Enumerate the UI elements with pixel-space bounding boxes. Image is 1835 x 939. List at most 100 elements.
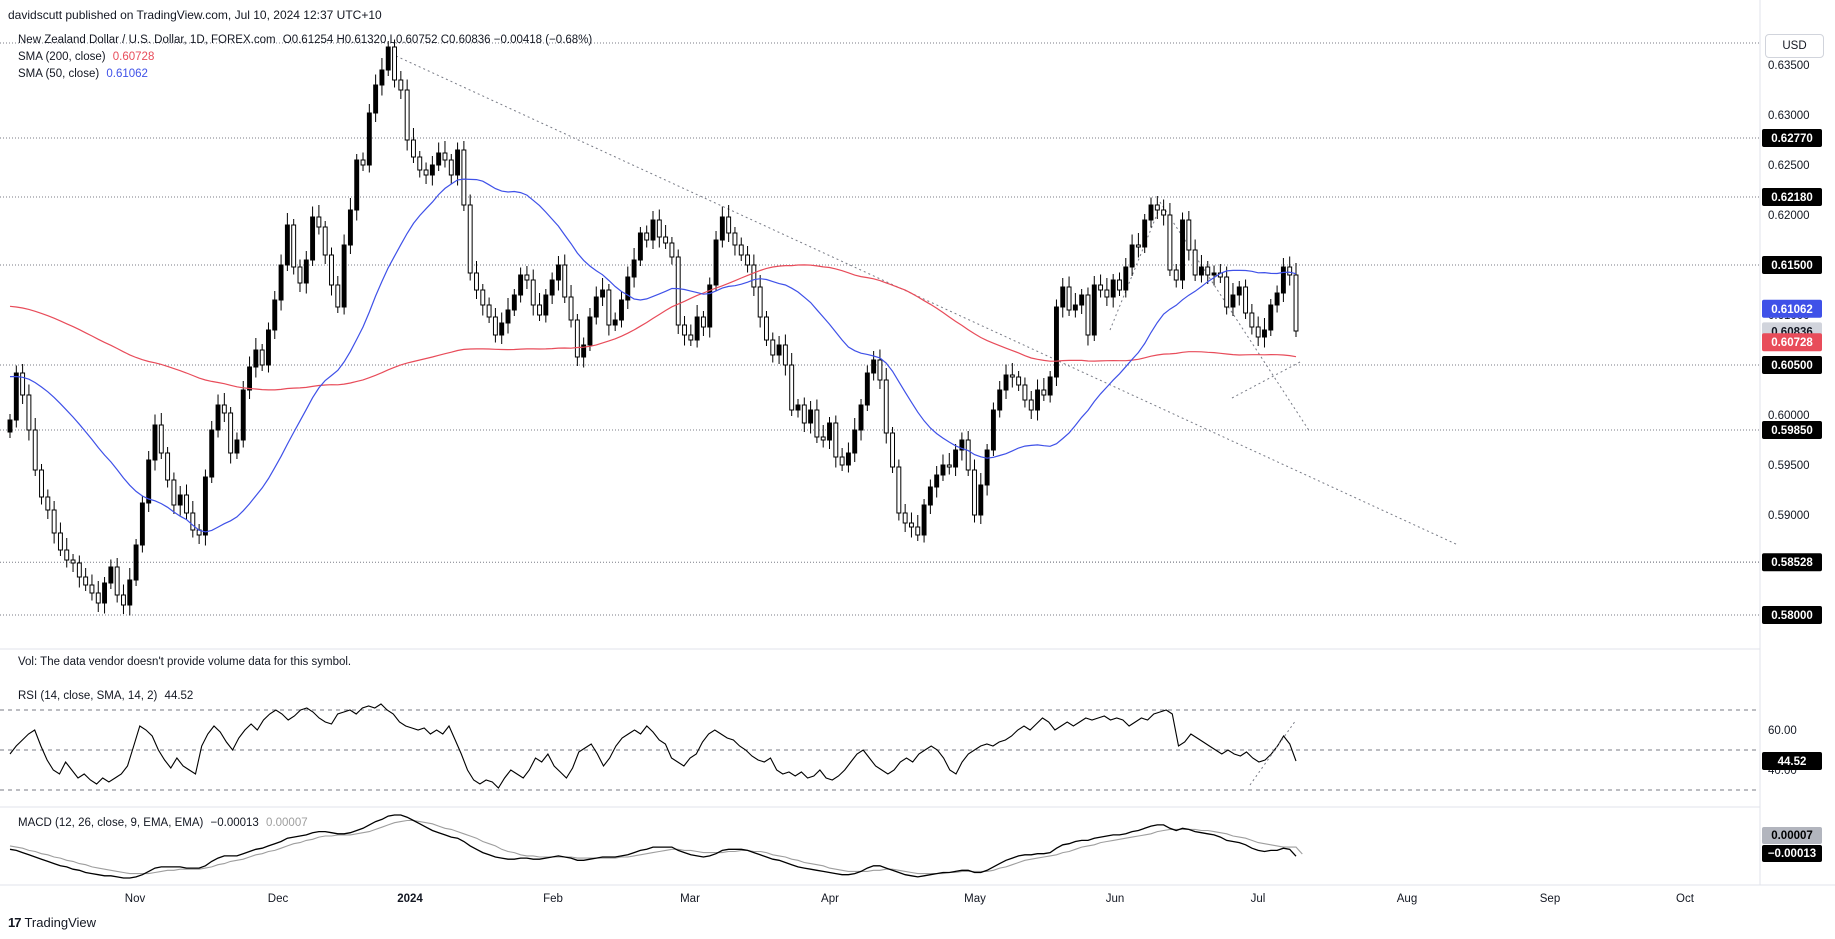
rsi-legend-value: 44.52 xyxy=(164,690,194,702)
x-tick-4: Mar xyxy=(680,893,700,905)
candle-body-22 xyxy=(146,459,152,504)
sma50-label: SMA (50, close) xyxy=(18,68,100,80)
candle-body-119 xyxy=(757,286,763,318)
tradingview-logo[interactable]: 17 TradingView xyxy=(8,915,96,930)
candle-body-15 xyxy=(102,582,108,604)
candle-body-126 xyxy=(801,404,807,424)
candle-body-24 xyxy=(158,424,164,454)
level-tag-4-bg xyxy=(1762,421,1822,439)
candle-body-120 xyxy=(764,316,769,341)
rsi-trendline xyxy=(1249,719,1297,786)
candle-body-112 xyxy=(713,239,719,286)
candle-body-65 xyxy=(417,156,423,171)
candle-body-80 xyxy=(511,294,517,311)
candle-body-128 xyxy=(814,409,820,438)
candle-body-122 xyxy=(776,344,782,356)
level-tag-1-bg xyxy=(1762,188,1822,206)
candle-body-43 xyxy=(278,264,284,301)
macd-legend[interactable]: MACD (12, 26, close, 9, EMA, EMA) −0.000… xyxy=(18,817,312,829)
level-tag-6: 0.58000 xyxy=(1771,610,1813,622)
level-tag-0-bg xyxy=(1762,129,1822,147)
candle-body-11 xyxy=(76,562,82,578)
candle-body-135 xyxy=(858,404,864,431)
trendline-0 xyxy=(395,55,1459,546)
candle-body-161 xyxy=(1022,384,1028,401)
candle-body-167 xyxy=(1060,286,1066,308)
candle-body-17 xyxy=(114,566,120,596)
macd-label: MACD (12, 26, close, 9, EMA, EMA) xyxy=(18,817,204,829)
candle-body-74 xyxy=(474,272,479,291)
candle-body-19 xyxy=(127,579,133,606)
candle-body-79 xyxy=(505,309,511,324)
x-tick-8: Jul xyxy=(1251,893,1266,905)
candle-body-196 xyxy=(1243,286,1249,314)
candle-body-141 xyxy=(896,466,902,514)
candle-body-179 xyxy=(1135,244,1141,248)
candle-body-36 xyxy=(234,439,240,454)
sma200-tag-bg xyxy=(1762,333,1822,352)
candle-body-46 xyxy=(297,266,303,284)
candle-body-144 xyxy=(915,526,921,536)
candle-body-117 xyxy=(745,254,751,266)
trendline-1 xyxy=(1159,201,1311,433)
candle-body-82 xyxy=(524,274,530,281)
sma50-legend[interactable]: SMA (50, close) 0.61062 xyxy=(18,68,152,80)
candle-body-127 xyxy=(808,409,814,424)
time-axis[interactable]: Nov Dec 2024 Feb Mar Apr May Jun Jul Aug Sep Oct xyxy=(125,893,1695,905)
candle-body-50 xyxy=(322,226,328,256)
macd-signal-tag-bg xyxy=(1762,827,1822,844)
candle-body-1 xyxy=(13,372,19,421)
candle-body-143 xyxy=(909,522,914,528)
candle-body-37 xyxy=(240,389,246,441)
y-tick-3: 0.62000 xyxy=(1768,210,1810,222)
candle-body-118 xyxy=(751,264,757,288)
candle-body-35 xyxy=(228,412,234,454)
candle-body-28 xyxy=(184,494,189,514)
level-tag-3-bg xyxy=(1762,356,1822,374)
level-tag-4: 0.59850 xyxy=(1771,425,1813,437)
level-tag-0: 0.62770 xyxy=(1771,133,1813,145)
sma50-value: 0.61062 xyxy=(106,68,148,80)
y-tick-1: 0.63000 xyxy=(1768,110,1810,122)
candle-body-178 xyxy=(1129,244,1135,268)
candle-body-94 xyxy=(600,289,606,298)
macd-legend-value: −0.00013 xyxy=(210,817,259,829)
candle-body-60 xyxy=(385,46,391,71)
candle-body-146 xyxy=(927,486,933,506)
candle-body-95 xyxy=(606,289,612,326)
candle-body-166 xyxy=(1053,306,1059,378)
candle-body-72 xyxy=(461,149,467,206)
trendlines xyxy=(395,55,1760,563)
candle-body-139 xyxy=(883,379,889,434)
candle-body-89 xyxy=(568,296,574,321)
candle-body-38 xyxy=(247,366,253,391)
candle-body-9 xyxy=(64,549,70,561)
candle-body-163 xyxy=(1035,389,1040,411)
candle-body-34 xyxy=(221,404,227,414)
currency-selector[interactable]: USD xyxy=(1765,34,1824,58)
candle-body-25 xyxy=(165,452,171,481)
candle-body-13 xyxy=(89,584,95,594)
candle-body-176 xyxy=(1117,279,1122,291)
candlestick-series xyxy=(7,39,1299,616)
candle-body-0 xyxy=(7,419,13,433)
x-tick-0: Nov xyxy=(125,893,146,905)
candle-body-4 xyxy=(32,429,38,471)
candle-body-204 xyxy=(1293,274,1299,332)
sma200-label: SMA (200, close) xyxy=(18,51,106,63)
candle-body-48 xyxy=(310,216,316,261)
sma200-legend[interactable]: SMA (200, close) 0.60728 xyxy=(18,51,158,63)
rsi-last-tag: 44.52 xyxy=(1778,756,1807,768)
candle-body-168 xyxy=(1066,286,1072,311)
candle-body-151 xyxy=(959,439,965,451)
tradingview-logo-icon: 17 xyxy=(8,915,22,930)
rsi-legend[interactable]: RSI (14, close, SMA, 14, 2) 44.52 xyxy=(18,690,197,702)
macd-signal-legend-value: 0.00007 xyxy=(266,817,308,829)
candle-body-174 xyxy=(1104,289,1110,298)
y-tick-7: 0.60000 xyxy=(1768,410,1810,422)
candle-body-154 xyxy=(978,484,984,516)
sma50-line xyxy=(9,178,1297,533)
candle-body-114 xyxy=(726,216,732,234)
candle-body-31 xyxy=(202,476,208,536)
